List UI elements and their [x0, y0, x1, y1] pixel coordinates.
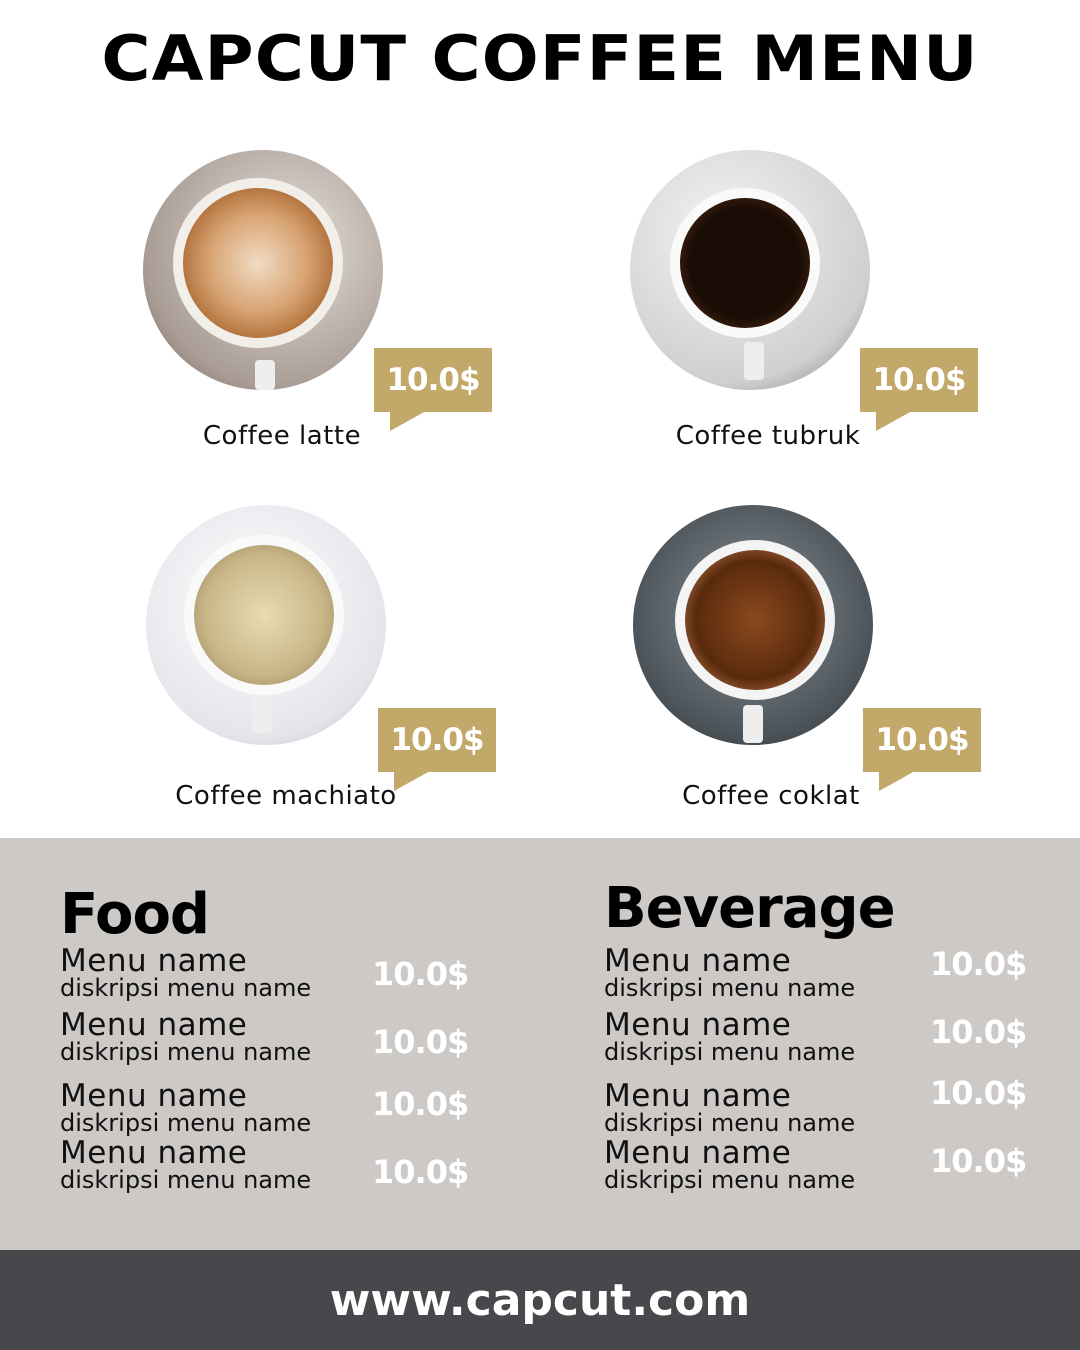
price-tag: 10.0$ [860, 348, 978, 431]
food-price: 10.0$ [372, 955, 469, 993]
food-row: Menu name diskripsi menu name [60, 1007, 312, 1066]
item-name: Coffee tubruk [675, 421, 861, 451]
food-row: Menu name diskripsi menu name [60, 1078, 312, 1137]
menu-list-panel: Food Beverage Menu name diskripsi menu na… [0, 838, 1080, 1250]
price-tag: 10.0$ [378, 708, 496, 791]
menu-title: CAPCUT COFFEE MENU [101, 22, 979, 95]
coffee-tubruk-image [630, 150, 870, 390]
food-price: 10.0$ [372, 1085, 469, 1123]
menu-desc: diskripsi menu name [60, 1166, 312, 1194]
menu-desc: diskripsi menu name [604, 1038, 856, 1066]
food-row: Menu name diskripsi menu name [60, 943, 312, 1002]
coffee-machiato-image [146, 505, 386, 745]
food-price: 10.0$ [372, 1023, 469, 1061]
price-tag: 10.0$ [374, 348, 492, 431]
price-text: 10.0$ [863, 708, 981, 772]
menu-desc: diskripsi menu name [604, 1109, 856, 1137]
footer-website: www.capcut.com [0, 1250, 1080, 1350]
beverage-price: 10.0$ [930, 1142, 1027, 1180]
menu-desc: diskripsi menu name [60, 1109, 312, 1137]
menu-name: Menu name [60, 1135, 248, 1171]
beverage-row: Menu name diskripsi menu name [604, 1135, 856, 1194]
item-name: Coffee machiato [175, 781, 397, 811]
coffee-latte-image [143, 150, 383, 390]
food-heading: Food [60, 882, 210, 947]
beverage-row: Menu name diskripsi menu name [604, 1007, 856, 1066]
menu-name: Menu name [604, 1135, 792, 1171]
beverage-row: Menu name diskripsi menu name [604, 943, 856, 1002]
price-text: 10.0$ [374, 348, 492, 412]
menu-desc: diskripsi menu name [604, 974, 856, 1002]
menu-name: Menu name [60, 1078, 248, 1114]
menu-desc: diskripsi menu name [60, 974, 312, 1002]
beverage-row: Menu name diskripsi menu name [604, 1078, 856, 1137]
food-price: 10.0$ [372, 1153, 469, 1191]
beverage-heading: Beverage [604, 876, 896, 941]
price-text: 10.0$ [860, 348, 978, 412]
item-name: Coffee coklat [682, 781, 860, 811]
food-row: Menu name diskripsi menu name [60, 1135, 312, 1194]
menu-name: Menu name [604, 1078, 792, 1114]
beverage-price: 10.0$ [930, 945, 1027, 983]
item-name: Coffee latte [202, 421, 362, 451]
price-text: 10.0$ [378, 708, 496, 772]
beverage-price: 10.0$ [930, 1013, 1027, 1051]
menu-name: Menu name [604, 943, 792, 979]
menu-desc: diskripsi menu name [604, 1166, 856, 1194]
beverage-price: 10.0$ [930, 1074, 1027, 1112]
menu-name: Menu name [60, 943, 248, 979]
coffee-coklat-image [633, 505, 873, 745]
menu-desc: diskripsi menu name [60, 1038, 312, 1066]
price-tag: 10.0$ [863, 708, 981, 791]
menu-name: Menu name [60, 1007, 248, 1043]
menu-name: Menu name [604, 1007, 792, 1043]
